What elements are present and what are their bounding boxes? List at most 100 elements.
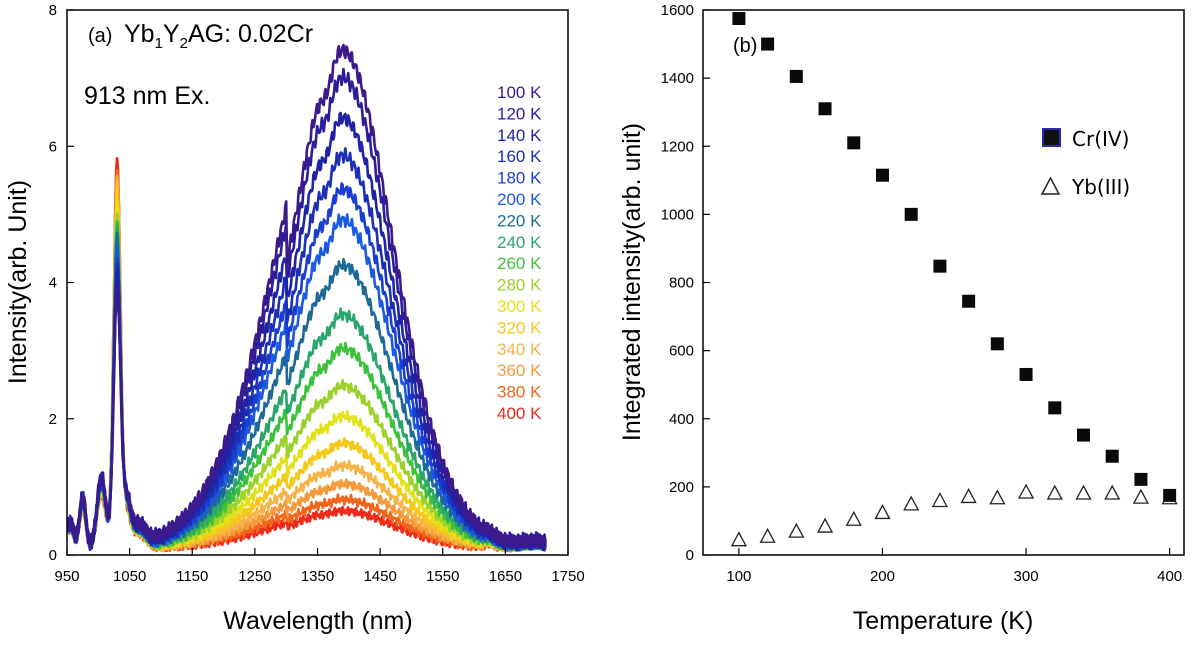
b-point-yb (788, 522, 805, 538)
b-y-tick-label: 1400 (661, 70, 694, 87)
b-scatter-points (730, 12, 1178, 547)
b-point-cr (847, 136, 861, 150)
a-legend-entry: 200 K (497, 190, 542, 209)
a-series-curve (67, 67, 547, 552)
a-x-tick-label: 1550 (426, 568, 459, 585)
a-y-ticks: 0 2 4 6 8 (49, 2, 74, 564)
b-point-cr (1163, 488, 1177, 502)
a-x-tick-label: 1250 (238, 568, 271, 585)
a-panel-label: (a) (88, 25, 112, 47)
b-point-yb (903, 495, 920, 511)
a-series-curve (67, 43, 547, 550)
a-y-tick-label: 4 (49, 275, 57, 292)
b-x-tick-label: 400 (1157, 568, 1182, 585)
b-plot-frame (702, 9, 1185, 556)
b-point-cr (761, 37, 775, 51)
a-x-tick-label: 1150 (176, 568, 208, 585)
b-point-yb (1104, 484, 1121, 500)
b-point-cr (1048, 401, 1062, 415)
b-point-yb (816, 517, 834, 533)
a-y-axis-title: Intensity(arb. Unit) (4, 180, 32, 384)
a-legend-entry: 120 K (497, 104, 542, 123)
b-legend-marker-yb (1040, 176, 1061, 195)
a-legend-entry: 320 K (497, 318, 542, 337)
b-point-yb (931, 492, 948, 508)
b-point-cr (990, 337, 1004, 351)
a-excitation-annotation: 913 nm Ex. (84, 82, 210, 110)
b-point-cr (933, 259, 947, 273)
a-legend-entry: 380 K (497, 383, 542, 402)
b-point-yb (960, 488, 977, 504)
b-point-cr (1105, 449, 1119, 463)
panel-a: 950 1050 1150 1250 1350 1450 1550 1650 1750 0 2 4 6… (4, 2, 585, 635)
a-compound-annotation: Yb1Y2AG: 0.02Cr (124, 20, 313, 52)
b-legend-label-yb: Yb(III) (1071, 175, 1130, 199)
a-legend: 100 K 120 K 140 K 160 K 180 K 200 K 220 K 240 K… (497, 83, 542, 423)
b-x-tick-label: 300 (1014, 568, 1039, 585)
b-point-cr (732, 12, 746, 26)
a-y-tick-label: 2 (49, 411, 57, 428)
a-y-tick-label: 8 (49, 2, 57, 19)
b-y-axis-title: Integrated intensity(arb. unit) (618, 123, 646, 441)
a-legend-entry: 400 K (497, 404, 542, 423)
a-y-tick-label: 6 (49, 138, 57, 155)
b-point-yb (1046, 484, 1063, 500)
b-x-tick-label: 200 (870, 568, 895, 585)
a-x-tick-label: 1750 (551, 568, 584, 585)
a-legend-entry: 280 K (497, 276, 542, 295)
b-x-tick-label: 100 (726, 568, 751, 585)
b-panel-label: (b) (733, 35, 757, 57)
a-y-tick-label: 0 (49, 547, 57, 564)
a-legend-entry: 300 K (497, 297, 542, 316)
b-point-yb (845, 510, 862, 526)
b-y-tick-label: 0 (686, 547, 694, 564)
b-point-yb (874, 504, 891, 520)
b-point-yb (730, 531, 747, 547)
b-point-cr (1134, 472, 1148, 486)
a-legend-entry: 240 K (497, 233, 542, 252)
b-point-cr (875, 168, 889, 182)
a-legend-entry: 100 K (497, 83, 542, 102)
b-y-ticks: 0 200 400 600 800 1000 1200 1400 1600 (661, 2, 710, 564)
a-spectra-curves (67, 43, 547, 553)
b-point-cr (1019, 367, 1033, 381)
b-y-tick-label: 1600 (661, 2, 694, 19)
a-x-tick-label: 1450 (363, 568, 396, 585)
b-y-tick-label: 800 (669, 275, 694, 292)
b-point-yb (759, 527, 776, 543)
a-legend-entry: 260 K (497, 254, 542, 273)
b-point-yb (989, 489, 1006, 505)
a-x-ticks: 950 1050 1150 1250 1350 1450 1550 1650 1750 (54, 548, 585, 585)
b-point-cr (962, 294, 976, 308)
a-x-tick-label: 1650 (489, 568, 522, 585)
a-x-tick-label: 1350 (301, 568, 334, 585)
a-legend-entry: 160 K (497, 147, 542, 166)
b-point-yb (1075, 484, 1092, 500)
panel-b: 100 200 300 400 0 200 400 600 800 1000 1200 1400 16… (618, 2, 1185, 635)
b-x-axis-title: Temperature (K) (853, 607, 1034, 635)
b-legend-marker-cr (1042, 128, 1061, 147)
a-legend-entry: 180 K (497, 169, 542, 188)
a-legend-entry: 220 K (497, 211, 542, 230)
b-y-tick-label: 200 (669, 479, 694, 496)
a-legend-entry: 360 K (497, 361, 542, 380)
b-point-yb (1132, 488, 1150, 504)
a-x-axis-title: Wavelength (nm) (223, 607, 412, 635)
a-legend-entry: 340 K (497, 340, 542, 359)
b-legend-label-cr: Cr(IV) (1072, 127, 1129, 151)
b-y-tick-label: 1200 (661, 138, 694, 155)
b-point-cr (818, 102, 832, 116)
b-y-tick-label: 600 (669, 343, 694, 360)
b-y-tick-label: 1000 (661, 206, 694, 223)
a-legend-entry: 140 K (497, 126, 542, 145)
a-x-tick-label: 950 (54, 568, 79, 585)
b-point-yb (1017, 483, 1035, 499)
b-point-cr (1076, 428, 1090, 442)
b-x-ticks: 100 200 300 400 (726, 548, 1182, 585)
b-point-cr (904, 207, 918, 221)
a-x-tick-label: 1050 (113, 568, 146, 585)
b-point-cr (789, 69, 803, 83)
b-y-tick-label: 400 (669, 411, 694, 428)
